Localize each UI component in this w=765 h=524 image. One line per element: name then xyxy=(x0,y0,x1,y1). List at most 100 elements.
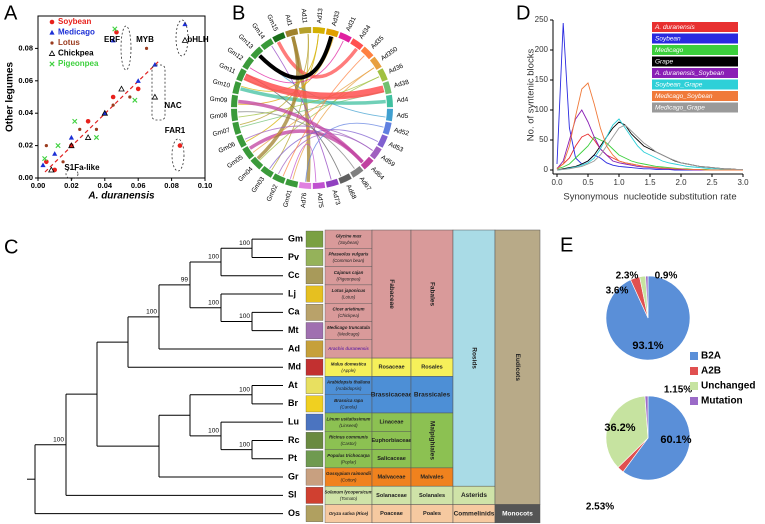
point xyxy=(151,93,159,100)
legend-label: Soybean_Grape xyxy=(655,82,703,89)
value-label: 2.53% xyxy=(586,502,614,513)
taxonomy-cell xyxy=(494,229,541,505)
segment-label: Gm08 xyxy=(209,112,228,121)
taxon-code: Mt xyxy=(288,325,299,335)
taxonomy-cell xyxy=(410,412,454,469)
panel-label: C xyxy=(4,236,18,258)
segment-label: Ad13 xyxy=(316,8,324,24)
segment-arc xyxy=(285,28,299,38)
x-tick-label: 0.02 xyxy=(64,181,79,190)
segment-arc xyxy=(350,38,364,51)
segment-arc xyxy=(385,108,393,122)
series-line xyxy=(556,124,743,171)
point xyxy=(101,109,109,116)
point xyxy=(85,119,91,124)
taxonomy-label: Commelinids xyxy=(454,510,495,517)
point xyxy=(42,155,48,162)
legend-swatch xyxy=(652,102,738,113)
segment-arc xyxy=(298,27,312,35)
support-label: 100 xyxy=(239,313,250,320)
value-label: 1.15% xyxy=(664,385,692,396)
x-tick-label: 0.04 xyxy=(97,181,112,190)
taxonomy-label: Brassicaceae xyxy=(371,391,413,398)
taxonomy-label: Fabaceae xyxy=(388,279,395,309)
taxonomy-label: Fabales xyxy=(428,282,435,307)
segment-label: Ad73 xyxy=(330,189,341,206)
segment-arc xyxy=(272,173,286,184)
annotation: bHLH xyxy=(187,35,209,44)
taxon-code: Sl xyxy=(288,490,297,500)
x-tick-label: 0.06 xyxy=(131,181,146,190)
legend-label: Lotus xyxy=(58,38,80,47)
taxonomy-label: Poaceae xyxy=(380,511,403,517)
y-axis-label: Other legumes xyxy=(5,62,16,132)
species-name: Populus trichocarpa xyxy=(327,453,370,458)
legend-swatch xyxy=(652,56,738,67)
legend-marker xyxy=(49,29,55,35)
annotation-outline xyxy=(175,19,189,57)
point xyxy=(84,134,92,140)
link xyxy=(244,125,373,151)
support-label: 100 xyxy=(208,428,219,435)
legend-swatch xyxy=(652,22,738,32)
point xyxy=(93,134,100,141)
taxonomy-cell xyxy=(371,229,412,359)
x-axis-label: Synonymous nucleotide substitution rate xyxy=(563,192,736,203)
taxonomy-label: Malvales xyxy=(420,475,443,481)
legend-swatch xyxy=(690,367,698,375)
taxonomy-cell xyxy=(452,229,496,487)
link xyxy=(256,36,300,160)
common-name: (Tomato) xyxy=(340,496,358,501)
species-photo xyxy=(305,487,324,504)
series-line xyxy=(556,118,744,171)
link xyxy=(243,73,385,100)
taxonomy-label: Asterids xyxy=(461,492,487,499)
annotation-outline xyxy=(65,168,79,180)
legend-swatch xyxy=(652,33,738,44)
segment-label: Ad52 xyxy=(393,127,410,138)
segment-arc xyxy=(312,27,326,35)
legend-label: Chickpea xyxy=(58,49,94,58)
x-tick-label: 1.5 xyxy=(644,178,656,187)
annotation-outline xyxy=(171,138,185,172)
point xyxy=(112,26,118,32)
pie-slice xyxy=(645,275,649,319)
segment-label: Gm01 xyxy=(282,189,293,208)
legend-label: B2A xyxy=(701,351,721,362)
taxonomy-label: Monocots xyxy=(502,510,533,517)
legend-marker xyxy=(49,61,55,67)
y-tick-label: 100 xyxy=(535,105,549,114)
pie-slice xyxy=(644,395,649,439)
trend-line xyxy=(44,59,161,173)
taxon-code: At xyxy=(288,380,298,390)
annotation: MYB xyxy=(136,35,154,44)
taxon-code: Md xyxy=(288,362,301,372)
segment-arc xyxy=(360,156,374,170)
segment-arc xyxy=(231,94,239,108)
segment-arc xyxy=(260,165,274,178)
segment-arc xyxy=(350,165,364,178)
panel-label: A xyxy=(4,2,18,24)
point xyxy=(118,85,125,92)
legend-label: Soybean xyxy=(58,17,91,26)
legend-label: Mutation xyxy=(701,396,743,407)
x-tick-label: 0.08 xyxy=(164,181,179,190)
taxonomy-label: Brassicales xyxy=(414,391,451,398)
taxon-code: Br xyxy=(288,398,298,408)
common-name: (Poplar) xyxy=(341,459,357,464)
y-tick-label: 150 xyxy=(535,75,549,84)
legend-swatch xyxy=(690,397,698,405)
segment-arc xyxy=(382,81,392,95)
species-name: Oryza sativa (Rice) xyxy=(329,511,369,516)
link xyxy=(258,36,334,80)
species-photo xyxy=(305,267,324,285)
value-label: 36.2% xyxy=(604,422,635,434)
species-name: Linum usitatissimum xyxy=(327,416,371,421)
link xyxy=(241,34,319,92)
species-photo xyxy=(305,377,324,394)
taxon-code: Pt xyxy=(288,453,297,463)
x-tick-label: 2.5 xyxy=(706,178,718,187)
point xyxy=(72,118,78,124)
common-name: (Pigeonpea) xyxy=(337,276,361,281)
